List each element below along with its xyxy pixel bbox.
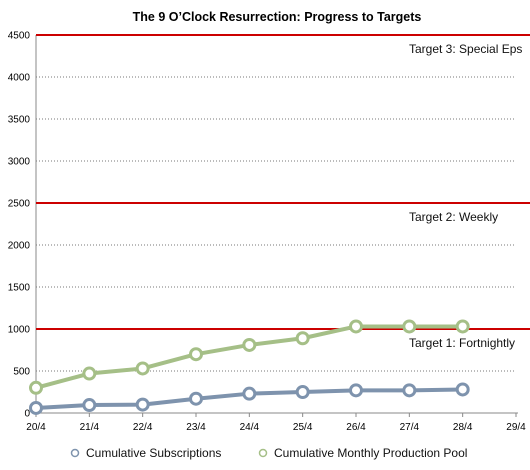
data-point [402,319,417,334]
chart-title: The 9 O’Clock Resurrection: Progress to … [133,10,422,24]
y-tick-label: 4000 [8,73,31,84]
x-tick-label: 26/4 [346,422,366,433]
y-tick-label: 1000 [8,325,31,336]
y-tick-label: 4500 [8,31,31,42]
data-point [349,383,363,398]
data-point [455,319,470,334]
legend-label: Cumulative Monthly Production Pool [274,446,467,460]
axes: 0 500 1000 1500 2000 2500 3000 3500 4000 4500 20/4… [8,31,526,434]
series-group [29,319,470,415]
data-point [82,366,97,381]
series-line [34,324,465,390]
data-point [29,400,43,415]
target-label: Target 1: Fortnightly [409,336,515,350]
target-label: Target 2: Weekly [409,210,498,224]
data-point [189,391,203,406]
legend-marker [70,448,80,458]
data-point [135,361,150,376]
y-tick-label: 2500 [8,199,31,210]
data-point [349,319,363,334]
data-point [242,386,257,401]
x-tick-label: 21/4 [80,422,100,433]
x-tick-label: 28/4 [453,422,473,433]
data-point [402,383,417,398]
data-point [29,380,43,395]
y-tick-label: 1500 [8,283,31,294]
legend: Cumulative Subscriptions Cumulative Month… [70,446,467,460]
series-1 [29,319,470,395]
data-point [295,385,310,399]
data-point [82,398,97,413]
legend-marker [258,448,268,458]
y-tick-label: 3500 [8,115,31,126]
target-lines: Target 3: Special Eps Target 2: Weekly Tar… [36,34,530,350]
x-tick-label: 24/4 [240,422,260,433]
y-tick-label: 500 [13,367,30,378]
x-tick-label: 20/4 [26,422,46,433]
legend-label: Cumulative Subscriptions [86,446,221,460]
data-point [455,382,470,397]
data-point [189,347,203,362]
y-tick-label: 3000 [8,157,31,168]
x-tick-label: 29/4 [506,422,526,433]
x-tick-label: 23/4 [186,422,206,433]
data-point [242,337,257,352]
data-point [135,397,150,412]
y-tick-label: 2000 [8,241,31,252]
series-0 [29,382,470,415]
data-point [295,331,310,346]
x-tick-label: 27/4 [400,422,420,433]
x-tick-label: 22/4 [133,422,153,433]
target-label: Target 3: Special Eps [409,42,522,56]
y-tick-label: 0 [24,409,30,420]
x-tick-label: 25/4 [293,422,313,433]
